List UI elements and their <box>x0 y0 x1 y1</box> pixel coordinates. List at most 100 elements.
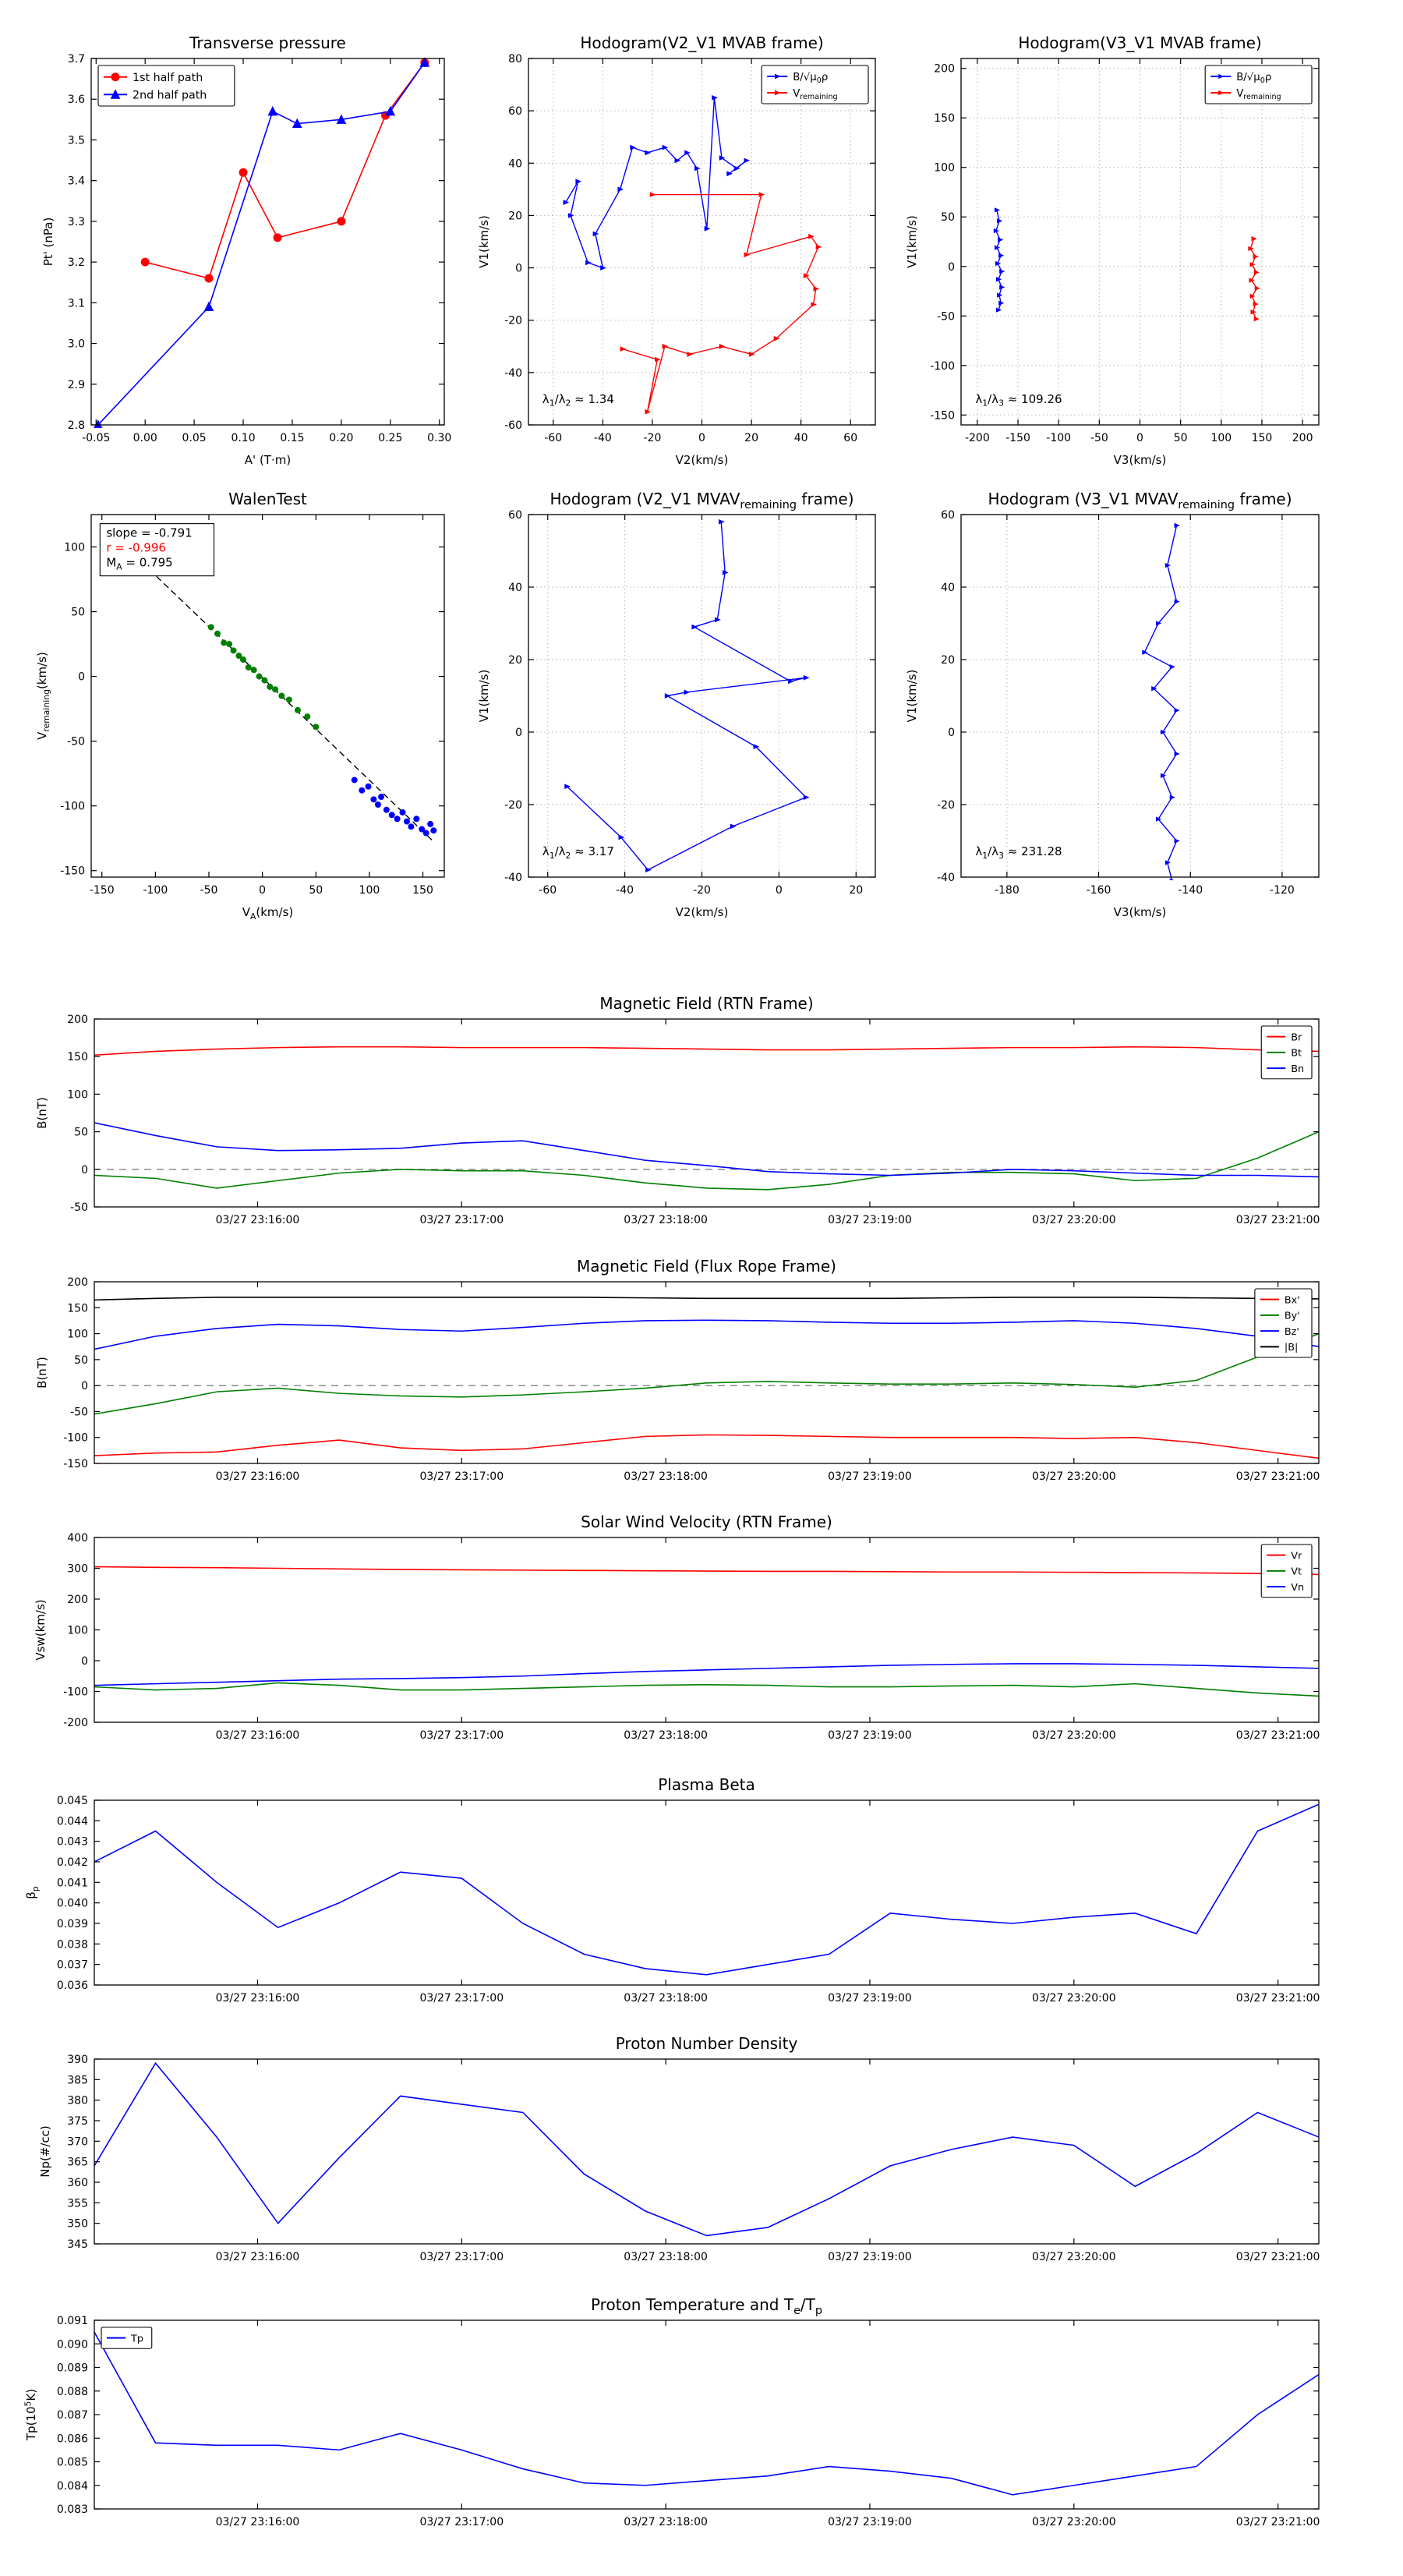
y-axis-label: Pt' (nPa) <box>41 218 55 267</box>
y-tick-label: -50 <box>70 1406 88 1418</box>
y-tick-label: -50 <box>70 1201 88 1214</box>
y-tick-label: -100 <box>63 1432 88 1445</box>
x-tick-label: 100 <box>359 884 380 897</box>
x-tick-label: 03/27 23:19:00 <box>828 2251 912 2263</box>
panel-title: Hodogram (V2_V1 MVAVremaining frame) <box>550 490 853 511</box>
legend-label: Vt <box>1291 1566 1302 1578</box>
series-line-0 <box>94 2061 1320 2237</box>
panel-p2: -60 -40 -20 0 20 40 60 -60 -40 -20 0 20 40 60 80 Hodogr… <box>477 34 876 467</box>
axes-frame <box>94 1018 1320 1208</box>
series-group <box>94 1566 1320 1697</box>
plot-area <box>94 1537 1319 1722</box>
axes-frame <box>94 2058 1320 2245</box>
y-tick-label: 100 <box>67 1625 88 1637</box>
panel-title: Plasma Beta <box>658 1775 755 1794</box>
panel-p6: -180 -160 -140 -120 -40 -20 0 20 40 60 Hodogram (V… <box>905 490 1320 919</box>
y-tick-label: -150 <box>930 409 955 422</box>
y-axis-label: Tp(105K) <box>23 2389 38 2441</box>
x-tick-label: 03/27 23:16:00 <box>216 1470 300 1483</box>
y-tick-label: 40 <box>508 157 522 170</box>
y-tick-label: 0.084 <box>57 2480 88 2493</box>
y-tick-label: -150 <box>60 865 85 878</box>
y-tick-label: 100 <box>67 1088 88 1101</box>
series-line-0 <box>566 522 808 871</box>
y-tick-label: 385 <box>67 2074 88 2086</box>
y-tick-label: -150 <box>63 1458 88 1470</box>
plot-area <box>528 515 875 877</box>
legend-label: 2nd half path <box>133 90 207 102</box>
x-tick-label: 0 <box>1136 432 1143 444</box>
series-line-Br <box>94 1046 1320 1056</box>
panel-p5: -60 -40 -20 0 20 -40 -20 0 20 40 60 Hodogram (V2_V1… <box>477 490 876 919</box>
panel-p3: -200 -150 -100 -50 0 50 100 150 200 -150 -100 -50 0 5… <box>905 34 1320 467</box>
series-group <box>1142 522 1180 880</box>
x-tick-label: -0.05 <box>82 432 110 444</box>
x-tick-label: 0 <box>698 432 705 444</box>
y-tick-label: 0.085 <box>57 2457 88 2469</box>
x-tick-label: 03/27 23:19:00 <box>828 1729 912 1742</box>
x-tick-label: 03/27 23:16:00 <box>216 1729 300 1742</box>
series-group <box>993 207 1260 322</box>
y-tick-label: -20 <box>504 799 522 812</box>
y-tick-label: 0 <box>948 261 955 274</box>
y-tick-label: -50 <box>937 310 955 323</box>
panel-title: Transverse pressure <box>189 34 346 52</box>
axes-frame <box>90 514 445 878</box>
x-axis-label: VA(km/s) <box>242 905 294 922</box>
y-tick-label: 2.9 <box>68 379 85 391</box>
legend-label: By' <box>1285 1311 1300 1322</box>
x-tick-label: 20 <box>744 432 758 444</box>
y-tick-label: 0.039 <box>57 1918 88 1930</box>
x-tick-label: -140 <box>1178 884 1203 897</box>
x-tick-label: -60 <box>539 884 557 897</box>
y-tick-label: 0 <box>515 263 522 275</box>
y-tick-label: 150 <box>67 1051 88 1063</box>
legend-label: Vn <box>1291 1582 1304 1594</box>
x-tick-label: -150 <box>1005 432 1030 444</box>
x-tick-label: 03/27 23:19:00 <box>828 1992 912 2005</box>
y-axis-label: βp <box>24 1886 41 1899</box>
y-tick-label: 20 <box>508 654 522 667</box>
y-tick-label: 0 <box>515 727 522 739</box>
legend-box <box>1254 1288 1313 1358</box>
legend-label: Tp <box>130 2333 143 2344</box>
x-tick-label: 03/27 23:17:00 <box>419 2516 504 2528</box>
legend-label: Br <box>1291 1031 1302 1043</box>
series-group <box>563 94 822 415</box>
y-tick-label: 0 <box>81 1655 88 1668</box>
y-tick-label: 0.088 <box>57 2386 88 2398</box>
x-tick-label: -20 <box>643 432 661 444</box>
panel-p10: 03/27 23:16:00 03/27 23:17:00 03/27 23:18:… <box>24 1775 1320 2005</box>
y-tick-label: 0 <box>81 1380 88 1392</box>
y-tick-label: 0.086 <box>57 2433 88 2445</box>
y-axis-label: V1(km/s) <box>477 215 491 268</box>
annotation-line: MA = 0.795 <box>106 556 172 572</box>
x-tick-label: -40 <box>616 884 634 897</box>
panel-p7: 03/27 23:16:00 03/27 23:17:00 03/27 23:18:… <box>35 994 1320 1226</box>
x-tick-label: 03/27 23:20:00 <box>1032 2251 1116 2263</box>
x-tick-label: 03/27 23:20:00 <box>1032 2516 1116 2528</box>
y-tick-label: 345 <box>67 2238 88 2251</box>
y-tick-label: 100 <box>64 542 85 554</box>
y-tick-label: 0.042 <box>57 1856 88 1869</box>
x-tick-label: 03/27 23:18:00 <box>624 1992 708 2005</box>
series-line-By' <box>94 1332 1320 1415</box>
x-tick-label: 03/27 23:18:00 <box>624 2516 708 2528</box>
x-tick-label: 03/27 23:17:00 <box>419 1729 504 1742</box>
x-tick-label: -150 <box>90 884 115 897</box>
axes-frame <box>960 514 1320 878</box>
y-tick-label: 0.091 <box>57 2315 88 2327</box>
x-tick-label: -100 <box>143 884 168 897</box>
y-tick-label: 0.089 <box>57 2362 88 2375</box>
x-tick-label: 20 <box>849 884 863 897</box>
y-tick-label: 0.083 <box>57 2503 88 2516</box>
panel-title: Hodogram(V2_V1 MVAB frame) <box>580 34 823 52</box>
x-tick-label: 0.25 <box>378 432 402 444</box>
x-axis-label: V3(km/s) <box>1114 453 1167 467</box>
panel-p8: 03/27 23:16:00 03/27 23:17:00 03/27 23:18:… <box>35 1257 1320 1483</box>
y-tick-label: 100 <box>934 162 955 175</box>
x-tick-label: 03/27 23:21:00 <box>1236 2516 1320 2528</box>
y-tick-label: 380 <box>67 2095 88 2107</box>
plot-area <box>94 2059 1319 2244</box>
y-axis-label: V1(km/s) <box>477 670 491 723</box>
